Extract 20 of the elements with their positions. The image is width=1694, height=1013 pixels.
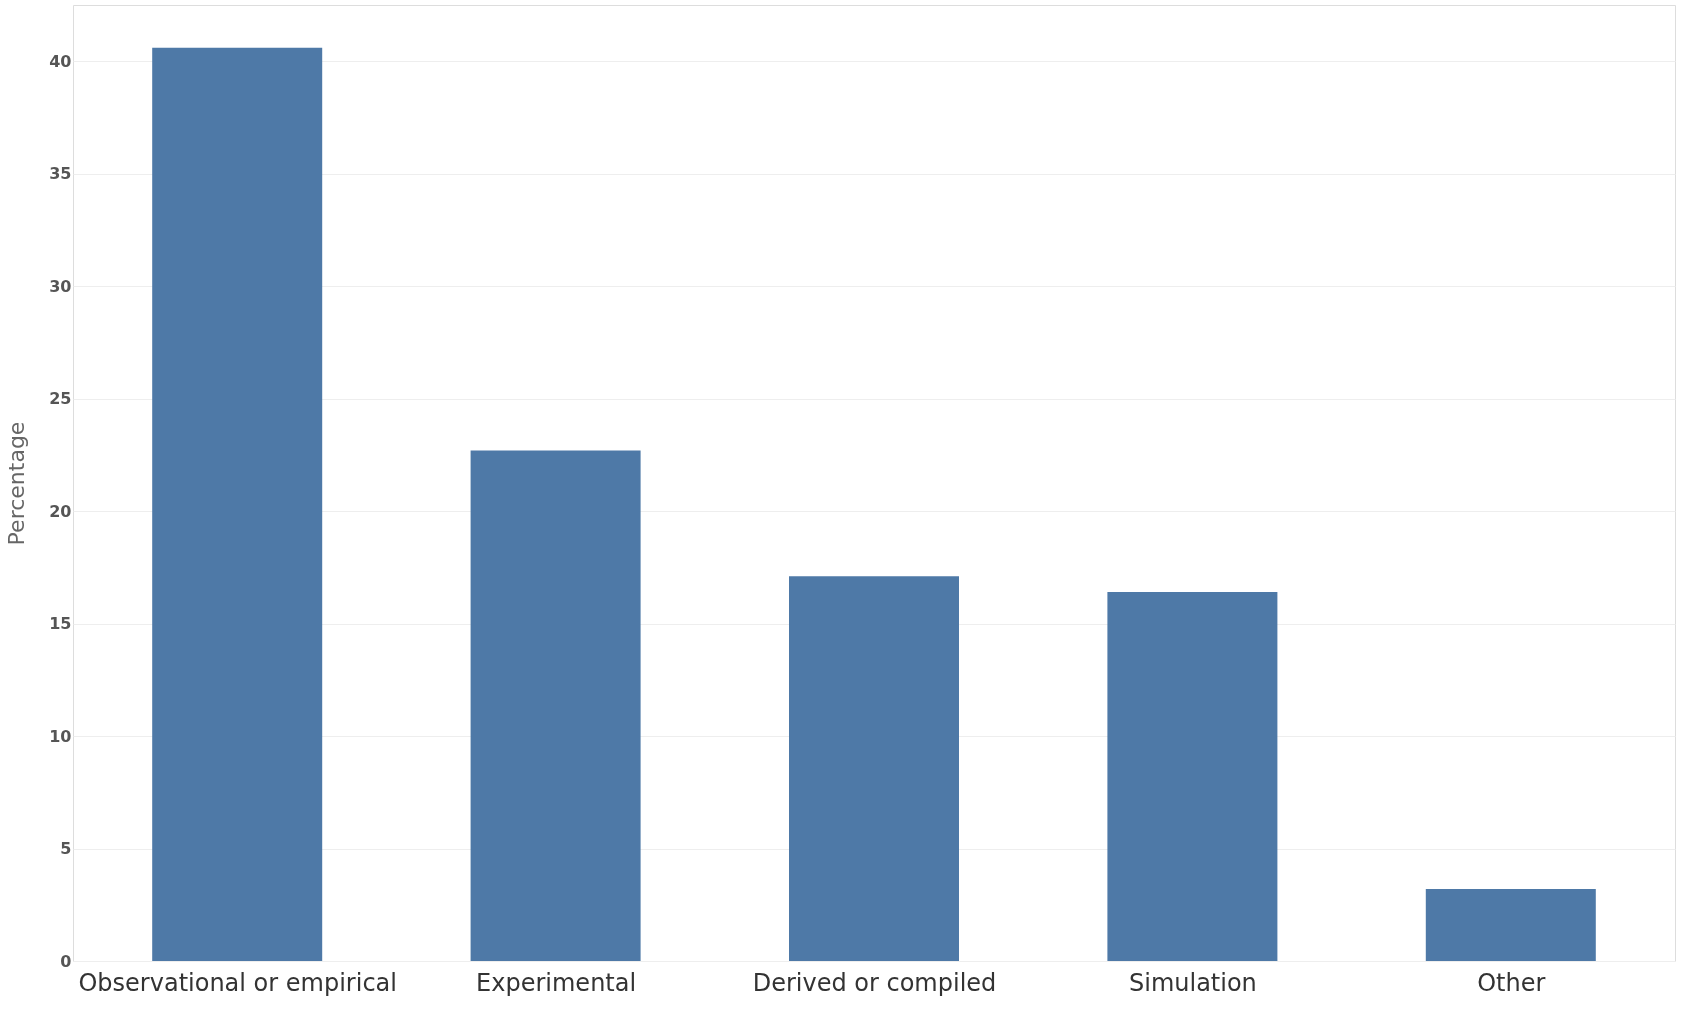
x-tick-label: Experimental [476, 968, 637, 997]
y-tick-label: 5 [60, 839, 72, 859]
y-tick-label: 40 [49, 51, 72, 71]
bar [1107, 592, 1278, 961]
bar [789, 576, 959, 961]
bar [470, 450, 641, 961]
y-tick-label: 30 [49, 276, 72, 296]
y-axis-title: Percentage [4, 421, 30, 546]
y-tick-label: 25 [49, 389, 72, 409]
y-tick-label: 0 [60, 951, 72, 971]
x-tick-label: Other [1477, 968, 1546, 997]
y-tick-label: 35 [49, 164, 72, 184]
x-tick-label: Simulation [1128, 968, 1257, 997]
bar [1425, 889, 1596, 961]
y-tick-label: 20 [49, 501, 72, 521]
x-tick-label: Observational or empirical [78, 968, 397, 997]
bar [152, 47, 323, 961]
x-tick-label: Derived or compiled [752, 968, 997, 997]
y-tick-label: 10 [49, 726, 72, 746]
y-tick-label: 15 [49, 614, 72, 634]
